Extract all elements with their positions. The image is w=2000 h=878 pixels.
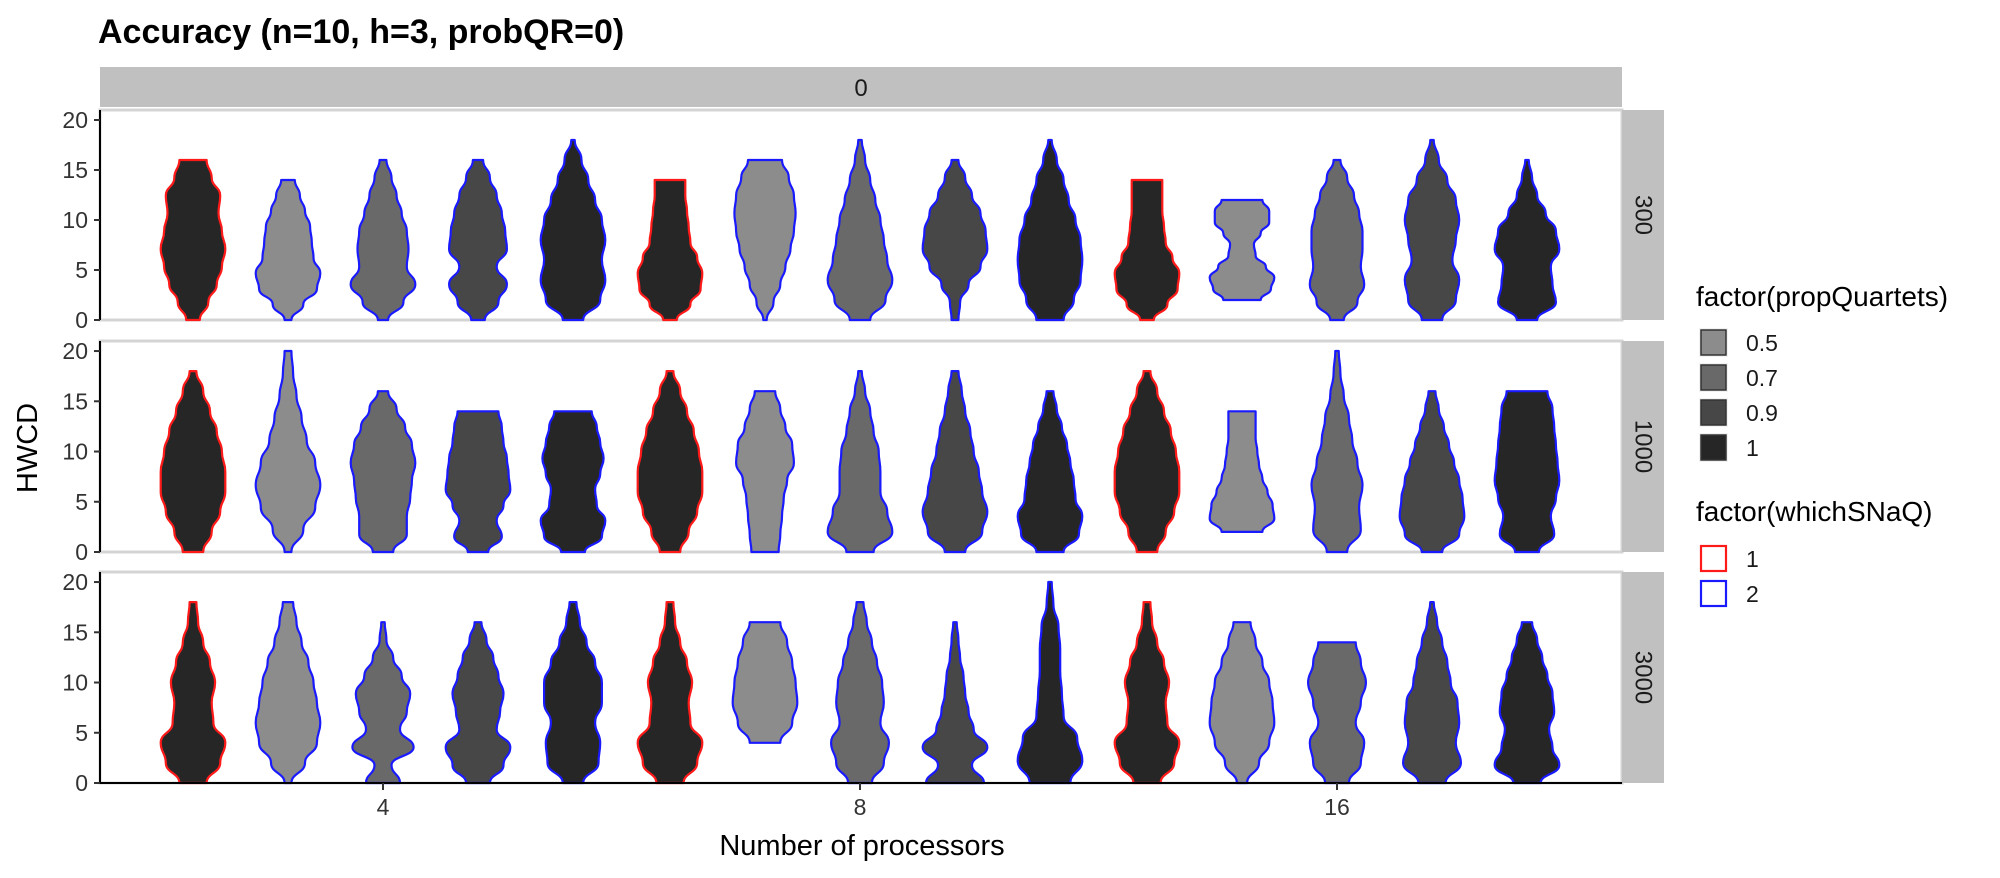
- facet-strip-top-label: 0: [854, 75, 867, 102]
- legend-color-title: factor(whichSNaQ): [1696, 496, 1933, 527]
- legend-fill-keys: 0.5 0.7 0.9 1: [1699, 328, 1778, 462]
- chart-title: Accuracy (n=10, h=3, probQR=0): [98, 13, 624, 51]
- violin: [444, 621, 512, 785]
- legend: factor(propQuartets) 0.5 0.7 0.9 1 factor(w…: [1696, 281, 1948, 608]
- violin: [733, 158, 797, 322]
- y-tick-label: 20: [62, 338, 88, 364]
- violin: [921, 621, 989, 785]
- facet-strip-right-label: 300: [1630, 195, 1657, 235]
- facet-strip-right-300: [1622, 110, 1664, 320]
- violin: [826, 138, 894, 322]
- y-tick-label: 15: [62, 388, 88, 414]
- facet-strip-right-3000: [1622, 572, 1664, 783]
- violin: [444, 410, 512, 554]
- violin: [1308, 158, 1366, 322]
- violin: [1493, 390, 1561, 554]
- y-tick-label: 0: [75, 307, 88, 333]
- legend-fill-label: 0.9: [1746, 400, 1778, 426]
- y-tick-label: 20: [62, 569, 88, 595]
- violin: [731, 621, 799, 744]
- violin: [636, 178, 704, 322]
- violin: [539, 410, 607, 554]
- y-tick-label: 5: [75, 720, 88, 746]
- y-tick-label: 10: [62, 670, 88, 696]
- legend-fill-swatch: [1700, 399, 1727, 426]
- y-tick-label: 10: [62, 207, 88, 233]
- violin: [735, 390, 795, 554]
- facet-strip-right-label: 1000: [1630, 420, 1657, 473]
- violin: [1493, 158, 1561, 322]
- y-tick-label: 0: [75, 539, 88, 565]
- legend-fill-swatch: [1700, 329, 1727, 356]
- violin: [542, 601, 604, 785]
- violin: [448, 158, 508, 322]
- y-tick-label: 10: [62, 439, 88, 465]
- violin: [921, 370, 989, 554]
- violin: [1493, 621, 1561, 785]
- violin: [1016, 580, 1084, 785]
- violin: [1403, 138, 1461, 322]
- violin: [351, 621, 415, 785]
- violin: [254, 349, 322, 554]
- violin: [159, 370, 227, 554]
- violin: [830, 601, 890, 785]
- legend-fill-swatch: [1700, 434, 1727, 461]
- legend-color-swatch: [1699, 544, 1728, 573]
- violin: [1307, 641, 1367, 785]
- legend-color-keys: 12: [1699, 544, 1759, 608]
- violin: [1208, 621, 1276, 785]
- legend-color-label: 1: [1746, 546, 1759, 572]
- x-tick-label: 16: [1324, 794, 1350, 820]
- violin: [1398, 390, 1466, 554]
- facet-strip-right-label: 3000: [1630, 651, 1657, 704]
- y-tick-label: 5: [75, 489, 88, 515]
- violin: [349, 158, 417, 322]
- legend-fill-label: 0.5: [1746, 330, 1778, 356]
- y-tick-label: 20: [62, 107, 88, 133]
- violin: [159, 601, 227, 785]
- facet-panel-1000: 1000 0 5 10 15 20: [62, 338, 1664, 565]
- legend-fill-title: factor(propQuartets): [1696, 281, 1948, 312]
- violin: [1208, 410, 1276, 533]
- violin: [636, 370, 704, 554]
- violin: [1310, 349, 1364, 554]
- facet-strip-right-1000: [1622, 341, 1664, 552]
- violin: [826, 370, 894, 554]
- violin: [1208, 198, 1276, 302]
- y-tick-label: 15: [62, 157, 88, 183]
- legend-color-label: 2: [1746, 581, 1759, 607]
- violin: [636, 601, 704, 785]
- x-tick-label: 4: [377, 794, 390, 820]
- violin: [1402, 601, 1462, 785]
- violin: [539, 138, 607, 322]
- violin: [254, 601, 322, 785]
- violin: [159, 158, 227, 322]
- legend-fill-label: 0.7: [1746, 365, 1778, 391]
- violin: [254, 178, 322, 322]
- y-tick-label: 5: [75, 257, 88, 283]
- y-tick-label: 15: [62, 619, 88, 645]
- legend-color-swatch: [1699, 579, 1728, 608]
- x-axis-title: Number of processors: [719, 830, 1004, 862]
- legend-fill-label: 1: [1746, 435, 1759, 461]
- y-tick-label: 0: [75, 770, 88, 796]
- y-axis-title: HWCD: [12, 403, 44, 493]
- legend-fill-swatch: [1700, 364, 1727, 391]
- violin: [1016, 138, 1084, 322]
- violin: [1113, 370, 1181, 554]
- facet-strip-top: [100, 67, 1622, 107]
- x-tick-label: 8: [854, 794, 867, 820]
- violin: [921, 158, 989, 322]
- facet-panel-300: 300 0 5 10 15 20: [62, 107, 1664, 333]
- facet-panel-3000: 3000 0 5 10 15 20: [62, 569, 1664, 796]
- violin: [1016, 390, 1084, 554]
- violin: [1113, 178, 1181, 322]
- violin: [1113, 601, 1181, 785]
- violin: [349, 390, 417, 554]
